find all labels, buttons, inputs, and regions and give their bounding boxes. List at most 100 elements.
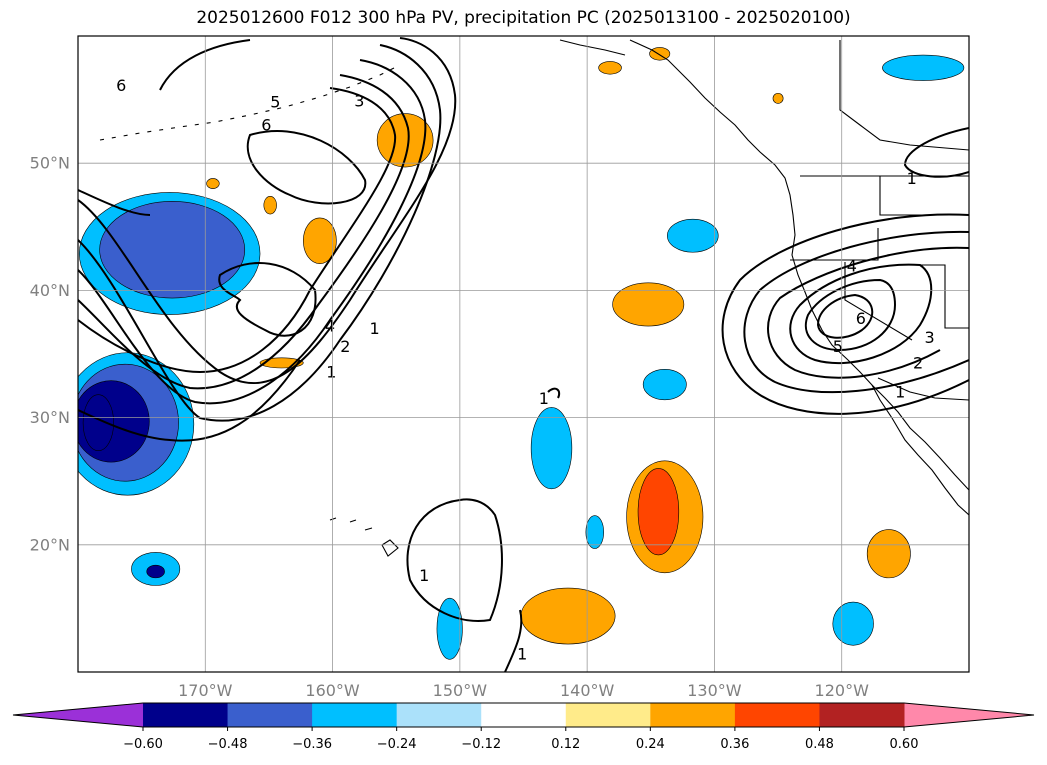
colorbar-tick-label: 0.12 <box>551 737 580 752</box>
precip-anomaly-region <box>642 368 687 401</box>
state-border-4 <box>918 264 969 329</box>
colorbar-segment <box>650 703 736 727</box>
colorbar-tick-label: −0.48 <box>208 737 248 752</box>
pv-contour-label: 1 <box>907 169 917 188</box>
colorbar-tick-label: 0.60 <box>890 737 919 752</box>
pv-contour-northwest <box>78 39 251 216</box>
pv-contour-label: 1 <box>539 389 549 408</box>
precip-anomaly-region <box>866 529 911 579</box>
map-background <box>78 36 969 672</box>
pv-contour-east-5 <box>804 278 897 352</box>
aleutian-islands <box>99 64 401 141</box>
pv-contour-label: 4 <box>847 257 857 276</box>
hawaii-islands <box>329 517 399 557</box>
latitude-tick-label: 30°N <box>30 408 70 427</box>
latitude-tick-label: 20°N <box>30 535 70 554</box>
longitude-tick-label: 130°W <box>687 681 742 700</box>
pv-contour-label: 4 <box>325 317 335 336</box>
colorbar-segment <box>481 703 567 727</box>
colorbar-extend-low <box>13 703 143 727</box>
precip-anomaly-region <box>832 601 874 646</box>
colorbar-segment <box>396 703 482 727</box>
pv-contour-east-6 <box>816 293 874 339</box>
precip-anomaly-region <box>667 218 719 253</box>
precipitation-anomaly-layer <box>78 47 965 660</box>
precip-anomaly-region <box>637 468 680 556</box>
pv-contour-label: 3 <box>924 328 934 347</box>
precip-anomaly-region <box>530 407 573 490</box>
alaska-coastline <box>559 39 626 56</box>
pv-contour-label: 6 <box>856 309 866 328</box>
pv-contour-east-1 <box>721 213 969 415</box>
precip-anomaly-region <box>649 47 671 61</box>
precip-anomaly-region <box>302 217 337 264</box>
colorbar-segment <box>143 703 229 727</box>
pv-contour-label: 1 <box>517 645 527 664</box>
pv-contour-west-1 <box>78 37 457 385</box>
pv-contour-label: 5 <box>833 337 843 356</box>
pv-contour-label: 1 <box>369 319 379 338</box>
precip-anomaly-region <box>585 515 604 549</box>
colorbar-tick-label: 0.24 <box>636 737 665 752</box>
colorbar-tick-label: −0.24 <box>377 737 417 752</box>
colorbar-segment <box>819 703 905 727</box>
pv-contour-label: 3 <box>354 91 364 110</box>
pv-contour-label: 1 <box>895 383 905 402</box>
longitude-tick-label: 150°W <box>433 681 488 700</box>
pv-contour-label: 1 <box>419 566 429 585</box>
latitude-tick-label: 40°N <box>30 281 70 300</box>
colorbar-segment <box>734 703 820 727</box>
pv-contour-label: 2 <box>913 353 923 372</box>
precip-anomaly-region <box>598 61 622 75</box>
north-america-coastline <box>629 39 969 491</box>
pv-contour-label: 2 <box>340 337 350 356</box>
longitude-tick-label: 160°W <box>305 681 360 700</box>
latitude-labels: 20°N 30°N 40°N 50°N <box>30 154 70 555</box>
pv-contour-east-3 <box>767 246 969 379</box>
colorbar-tick-label: 0.36 <box>720 737 749 752</box>
baja-coastline <box>871 384 969 516</box>
colorbar-tick-label: −0.12 <box>461 737 501 752</box>
pv-contour-label: 5 <box>270 93 280 112</box>
pv-contour-inner-low <box>246 130 367 205</box>
pv-contour-label: 6 <box>116 76 126 95</box>
longitude-tick-label: 140°W <box>560 681 615 700</box>
precip-anomaly-region <box>882 54 965 81</box>
precip-anomaly-region <box>263 195 277 215</box>
pv-contour-northeast <box>903 127 969 178</box>
state-border-2 <box>790 228 879 261</box>
colorbar-segment <box>565 703 651 727</box>
colorbar-segment <box>227 703 313 727</box>
precip-anomaly-region <box>376 113 434 168</box>
pv-contour-west-6 <box>78 359 301 442</box>
precip-anomaly-region <box>206 178 220 189</box>
pv-contour-tongue <box>218 262 317 337</box>
colorbar-extend-high <box>904 703 1034 727</box>
pv-contour-label: 1 <box>326 362 336 381</box>
latitude-tick-label: 50°N <box>30 154 70 173</box>
pv-contour-west-4 <box>78 74 410 390</box>
pv-contour-east-4 <box>789 263 933 364</box>
colorbar-tick-label: −0.60 <box>123 737 163 752</box>
chart-title: 2025012600 F012 300 hPa PV, precipitatio… <box>196 8 851 28</box>
precip-anomaly-region <box>82 394 114 451</box>
pv-contour-label: 6 <box>261 116 271 135</box>
colorbar: −0.60 −0.48 −0.36 −0.24 −0.12 0.12 0.24 0.36 0.4… <box>12 702 1035 752</box>
longitude-labels: 170°W 160°W 150°W 140°W 130°W 120°W <box>178 681 869 700</box>
precip-anomaly-region <box>146 564 165 579</box>
state-border-3 <box>844 262 913 341</box>
colorbar-tick-label: −0.36 <box>292 737 332 752</box>
pv-contour-small-1 <box>547 387 561 399</box>
precip-anomaly-region <box>520 587 616 645</box>
pv-contour-east-2 <box>743 230 969 394</box>
map-frame <box>77 35 970 673</box>
precip-anomaly-region <box>612 282 685 327</box>
pv-contour-west-2 <box>78 44 442 422</box>
colorbar-segment <box>312 703 398 727</box>
longitude-tick-label: 120°W <box>815 681 870 700</box>
precip-anomaly-region <box>436 597 463 660</box>
pv-contour-south <box>504 609 523 672</box>
pv-contour-hawaii-low <box>406 498 503 622</box>
